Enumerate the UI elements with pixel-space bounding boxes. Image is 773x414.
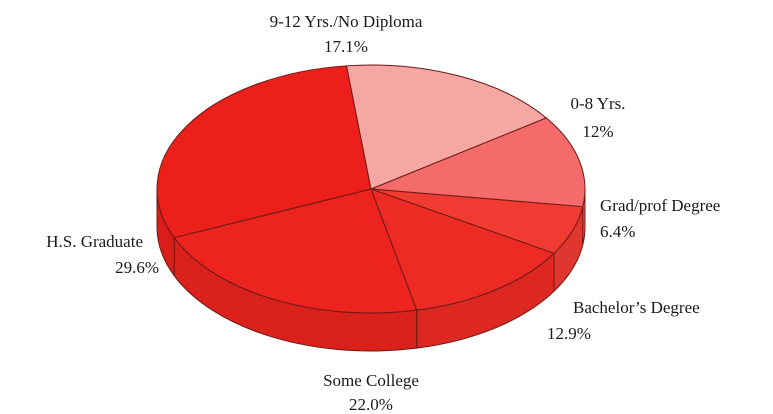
slice-name-bachelors-degree: Bachelor’s Degree bbox=[573, 298, 700, 317]
slice-value-some-college: 22.0% bbox=[349, 395, 393, 414]
pie-top-slices bbox=[157, 65, 585, 313]
slice-name-grad-prof-degree: Grad/prof Degree bbox=[600, 196, 720, 215]
slice-value-0-8-yrs: 12% bbox=[582, 122, 613, 141]
slice-label-hs-graduate: H.S. Graduate 29.6% bbox=[46, 232, 159, 277]
slice-label-0-8-yrs: 0-8 Yrs. 12% bbox=[570, 94, 625, 141]
slice-name-some-college: Some College bbox=[323, 371, 419, 390]
slice-label-9-12-yrs: 9-12 Yrs./No Diploma 17.1% bbox=[270, 12, 423, 56]
slice-label-bachelors-degree: Bachelor’s Degree 12.9% bbox=[547, 298, 700, 343]
slice-label-grad-prof-degree: Grad/prof Degree 6.4% bbox=[600, 196, 720, 241]
slice-name-hs-graduate: H.S. Graduate bbox=[46, 232, 143, 251]
slice-name-0-8-yrs: 0-8 Yrs. bbox=[570, 94, 625, 113]
slice-name-9-12-yrs: 9-12 Yrs./No Diploma bbox=[270, 12, 423, 31]
slice-value-9-12-yrs: 17.1% bbox=[324, 37, 368, 56]
slice-value-bachelors-degree: 12.9% bbox=[547, 324, 591, 343]
slice-label-some-college: Some College 22.0% bbox=[323, 371, 419, 414]
slice-value-hs-graduate: 29.6% bbox=[115, 258, 159, 277]
slice-value-grad-prof-degree: 6.4% bbox=[600, 222, 635, 241]
